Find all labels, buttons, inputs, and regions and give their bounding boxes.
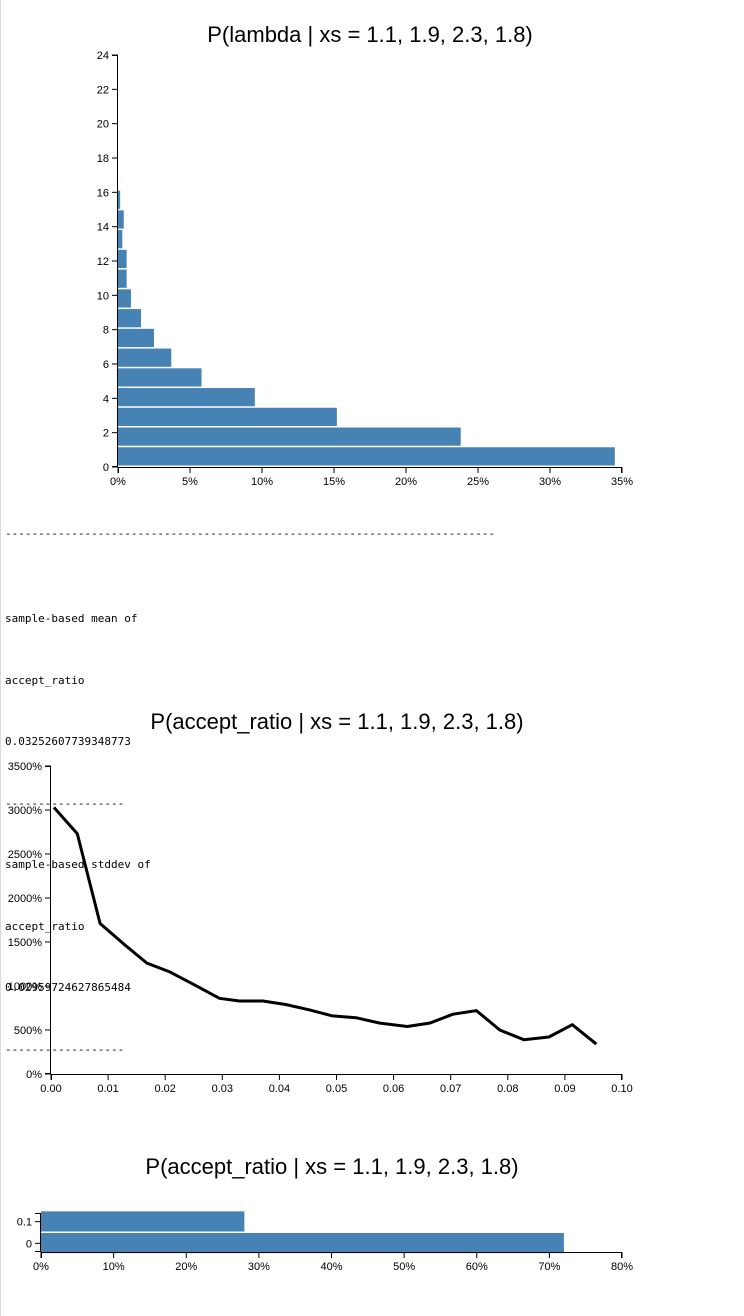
x-tick-label: 0% bbox=[33, 1261, 49, 1273]
x-tick-label: 5% bbox=[182, 476, 198, 488]
y-tick-label: 10 bbox=[97, 290, 109, 302]
x-tick-label: 15% bbox=[323, 476, 345, 488]
y-tick-label: 2 bbox=[103, 428, 109, 440]
density-line bbox=[52, 806, 598, 1046]
x-tick-label: 0.06 bbox=[383, 1083, 404, 1095]
separator-line: ----------------------------------------… bbox=[5, 527, 496, 540]
y-tick-label: 0.1 bbox=[17, 1217, 32, 1229]
y-tick-label: 0 bbox=[103, 462, 109, 474]
x-tick-label: 20% bbox=[175, 1261, 197, 1273]
y-tick-label: 3500% bbox=[8, 761, 42, 773]
stddev-value: 0.02959724627865484 bbox=[5, 981, 131, 994]
x-tick-label: 30% bbox=[539, 476, 561, 488]
stats-block: sample-based mean of accept_ratio 0.0325… bbox=[5, 527, 151, 1081]
histogram-bar bbox=[118, 427, 461, 446]
chart-title: P(accept_ratio | xs = 1.1, 1.9, 2.3, 1.8… bbox=[150, 709, 523, 734]
y-tick-label: 2500% bbox=[8, 849, 42, 861]
stddev-label-line-1: sample-based stddev of bbox=[5, 858, 151, 871]
y-tick-label: 0% bbox=[26, 1069, 42, 1081]
x-tick-label: 35% bbox=[611, 476, 633, 488]
x-tick-label: 0.01 bbox=[97, 1083, 118, 1095]
mean-value: 0.03252607739348773 bbox=[5, 735, 131, 748]
y-tick-label: 0 bbox=[26, 1238, 32, 1250]
histogram-bar bbox=[118, 368, 202, 387]
histogram-bar bbox=[118, 210, 124, 229]
x-tick-label: 50% bbox=[393, 1261, 415, 1273]
lambda-histogram: P(lambda | xs = 1.1, 1.9, 2.3, 1.8) 0246… bbox=[97, 22, 633, 488]
y-tick-label: 8 bbox=[103, 325, 109, 337]
accept-ratio-density-chart: P(accept_ratio | xs = 1.1, 1.9, 2.3, 1.8… bbox=[8, 709, 633, 1095]
x-tick-label: 0.09 bbox=[554, 1083, 575, 1095]
stddev-label-line-2: accept_ratio bbox=[5, 919, 85, 933]
x-tick-label: 0.05 bbox=[326, 1083, 347, 1095]
x-tick-label: 10% bbox=[103, 1261, 125, 1273]
histogram-bar bbox=[118, 328, 154, 348]
histogram-bar bbox=[118, 348, 172, 367]
x-tick-label: 0.03 bbox=[212, 1083, 233, 1095]
y-tick-label: 1500% bbox=[8, 937, 42, 949]
mean-label-line-2: accept_ratio bbox=[5, 673, 85, 687]
x-tick-label: 25% bbox=[467, 476, 489, 488]
x-tick-label: 0.00 bbox=[40, 1083, 61, 1095]
histogram-bar bbox=[118, 407, 337, 427]
x-tick-label: 70% bbox=[538, 1261, 560, 1273]
x-tick-label: 80% bbox=[611, 1261, 633, 1273]
x-tick-label: 0.02 bbox=[154, 1083, 175, 1095]
x-tick-label: 0% bbox=[110, 476, 126, 488]
page-left-border bbox=[0, 0, 1, 1316]
y-tick-label: 2000% bbox=[8, 893, 42, 905]
histogram-bar bbox=[118, 269, 127, 288]
y-tick-label: 16 bbox=[97, 187, 109, 199]
histogram-bar bbox=[118, 190, 121, 209]
y-tick-label: 1000% bbox=[8, 981, 42, 993]
mean-label-line-1: sample-based mean of bbox=[5, 612, 138, 625]
x-tick-label: 20% bbox=[395, 476, 417, 488]
y-tick-label: 18 bbox=[97, 153, 109, 165]
accept-ratio-histogram: P(accept_ratio | xs = 1.1, 1.9, 2.3, 1.8… bbox=[17, 1154, 634, 1273]
separator-line: ------------------ bbox=[5, 1042, 125, 1056]
chart-title: P(accept_ratio | xs = 1.1, 1.9, 2.3, 1.8… bbox=[145, 1154, 518, 1179]
histogram-bar bbox=[118, 388, 255, 407]
histogram-bar bbox=[118, 309, 142, 328]
histogram-bar bbox=[41, 1233, 564, 1254]
histogram-bar bbox=[41, 1211, 245, 1232]
y-tick-label: 12 bbox=[97, 256, 109, 268]
x-tick-label: 30% bbox=[248, 1261, 270, 1273]
y-tick-label: 6 bbox=[103, 359, 109, 371]
x-tick-label: 0.08 bbox=[497, 1083, 518, 1095]
x-tick-label: 60% bbox=[466, 1261, 488, 1273]
x-tick-label: 0.07 bbox=[440, 1083, 461, 1095]
histogram-bar bbox=[118, 230, 123, 249]
y-tick-label: 500% bbox=[14, 1025, 42, 1037]
y-tick-label: 14 bbox=[97, 222, 109, 234]
x-tick-label: 10% bbox=[251, 476, 273, 488]
x-tick-label: 0.04 bbox=[269, 1083, 290, 1095]
y-tick-label: 4 bbox=[103, 393, 109, 405]
chart-title: P(lambda | xs = 1.1, 1.9, 2.3, 1.8) bbox=[207, 22, 533, 47]
x-tick-label: 0.10 bbox=[611, 1083, 632, 1095]
y-tick-label: 20 bbox=[97, 119, 109, 131]
y-tick-label: 22 bbox=[97, 84, 109, 96]
histogram-bar bbox=[118, 289, 131, 308]
y-tick-label: 24 bbox=[97, 50, 109, 62]
histogram-bar bbox=[118, 447, 615, 466]
y-tick-label: 3000% bbox=[8, 805, 42, 817]
x-tick-label: 40% bbox=[320, 1261, 342, 1273]
separator-line: ------------------ bbox=[5, 796, 125, 810]
histogram-bar bbox=[118, 249, 127, 269]
